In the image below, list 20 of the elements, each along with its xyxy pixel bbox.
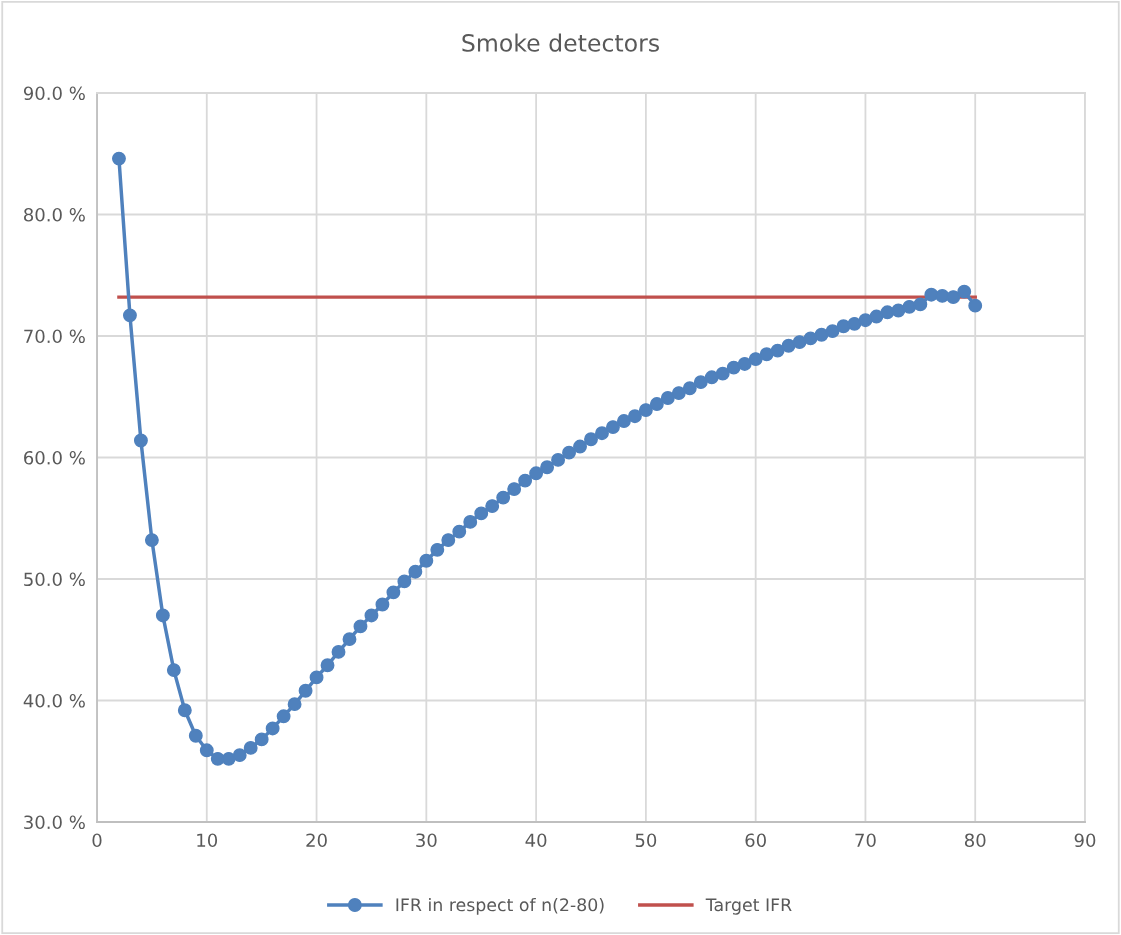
- x-tick-label: 0: [92, 833, 102, 848]
- chart-title: Smoke detectors: [462, 33, 659, 52]
- x-tick-label: 10: [197, 833, 218, 848]
- legend-label: IFR in respect of n(2-80): [396, 897, 604, 915]
- y-tick-label: 90.0 %: [23, 86, 85, 101]
- x-tick-label: 40: [525, 833, 547, 848]
- y-tick-label: 40.0 %: [23, 693, 85, 708]
- x-tick-label: 50: [635, 833, 657, 848]
- x-tick-label: 30: [416, 833, 437, 848]
- x-tick-label: 70: [855, 833, 876, 848]
- x-tick-label: 80: [964, 833, 986, 848]
- y-tick-label: 60.0 %: [24, 450, 85, 465]
- x-tick-label: 90: [1074, 833, 1096, 848]
- y-tick-label: 50.0 %: [24, 572, 85, 587]
- y-tick-label: 30.0 %: [24, 815, 85, 830]
- x-tick-label: 60: [745, 833, 766, 848]
- y-tick-label: 80.0 %: [24, 207, 85, 222]
- legend-label: Target IFR: [705, 898, 792, 915]
- x-tick-label: 20: [306, 833, 327, 848]
- y-tick-label: 70.0 %: [24, 329, 85, 344]
